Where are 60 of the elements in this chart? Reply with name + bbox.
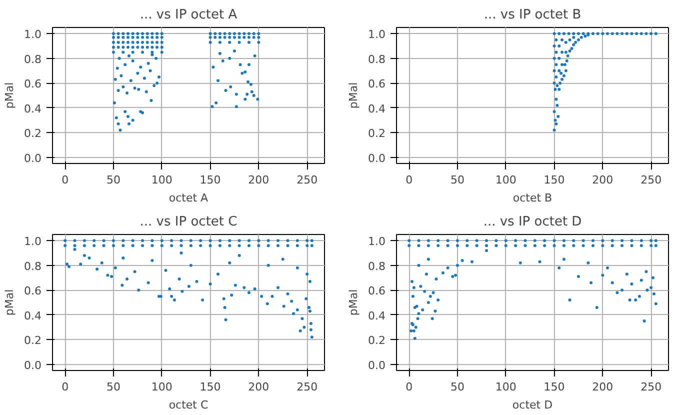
x-tick-label: 50 xyxy=(450,380,464,394)
y-tick-label: 0.8 xyxy=(368,52,386,66)
y-tick-label: 0.8 xyxy=(24,52,42,66)
y-tick-label: 0.2 xyxy=(368,127,386,140)
y-tick-label: 0.4 xyxy=(24,102,42,116)
x-tick-label: 200 xyxy=(592,380,614,394)
y-tick-label: 0.4 xyxy=(24,309,42,322)
y-tick-label: 1.0 xyxy=(368,28,386,42)
y-axis-title: pMal xyxy=(347,289,360,316)
y-tick-label: 0.6 xyxy=(368,78,386,91)
chart-title: ... vs IP octet A xyxy=(140,8,238,22)
y-tick-label: 0.6 xyxy=(24,78,42,91)
x-tick-label: 150 xyxy=(200,380,221,394)
y-axis-title: pMal xyxy=(3,82,16,109)
chart-title: ... vs IP octet C xyxy=(140,214,238,230)
y-tick-label: 0.4 xyxy=(368,309,386,322)
x-tick-label: 200 xyxy=(248,174,270,186)
x-tick-label: 200 xyxy=(248,380,270,394)
x-axis-title: octet B xyxy=(512,192,552,204)
x-tick-label: 250 xyxy=(640,174,662,186)
y-axis-title: pMal xyxy=(3,289,16,316)
y-tick-label: 0.2 xyxy=(368,334,386,348)
x-axis-title: octet A xyxy=(168,192,209,204)
y-tick-label: 0.6 xyxy=(24,284,42,298)
x-tick-label: 200 xyxy=(592,174,614,186)
x-tick-label: 100 xyxy=(151,174,172,186)
y-tick-label: 1.0 xyxy=(24,235,42,248)
x-tick-label: 0 xyxy=(406,174,413,186)
x-tick-label: 150 xyxy=(200,174,221,186)
x-tick-label: 100 xyxy=(495,380,516,394)
chart-title: ... vs IP octet D xyxy=(483,214,582,230)
x-axis-title: octet D xyxy=(512,398,553,412)
y-tick-label: 0.8 xyxy=(24,260,42,273)
x-tick-label: 250 xyxy=(296,380,318,394)
x-tick-label: 0 xyxy=(62,380,69,394)
x-tick-label: 150 xyxy=(544,174,565,186)
y-tick-label: 1.0 xyxy=(24,28,42,42)
x-tick-label: 0 xyxy=(62,174,69,186)
y-tick-label: 0.2 xyxy=(24,334,42,348)
y-tick-label: 0.2 xyxy=(24,127,42,140)
chart-title: ... vs IP octet B xyxy=(484,8,582,22)
y-tick-label: 0.0 xyxy=(368,358,386,372)
y-tick-label: 1.0 xyxy=(368,235,386,248)
y-tick-label: 0.0 xyxy=(368,152,386,165)
x-tick-label: 100 xyxy=(151,380,172,394)
y-tick-label: 0.0 xyxy=(24,358,42,372)
x-tick-label: 250 xyxy=(296,174,318,186)
x-axis-title: octet C xyxy=(168,398,208,412)
x-tick-label: 0 xyxy=(406,380,413,394)
x-tick-label: 250 xyxy=(640,380,662,394)
y-tick-label: 0.8 xyxy=(368,260,386,273)
y-tick-label: 0.6 xyxy=(368,284,386,298)
x-tick-label: 50 xyxy=(106,174,120,186)
x-tick-label: 50 xyxy=(106,380,120,394)
x-tick-label: 100 xyxy=(495,174,516,186)
y-tick-label: 0.0 xyxy=(24,152,42,165)
x-tick-label: 50 xyxy=(450,174,464,186)
y-tick-label: 0.4 xyxy=(368,102,386,116)
x-tick-label: 150 xyxy=(544,380,565,394)
y-axis-title: pMal xyxy=(347,82,360,109)
